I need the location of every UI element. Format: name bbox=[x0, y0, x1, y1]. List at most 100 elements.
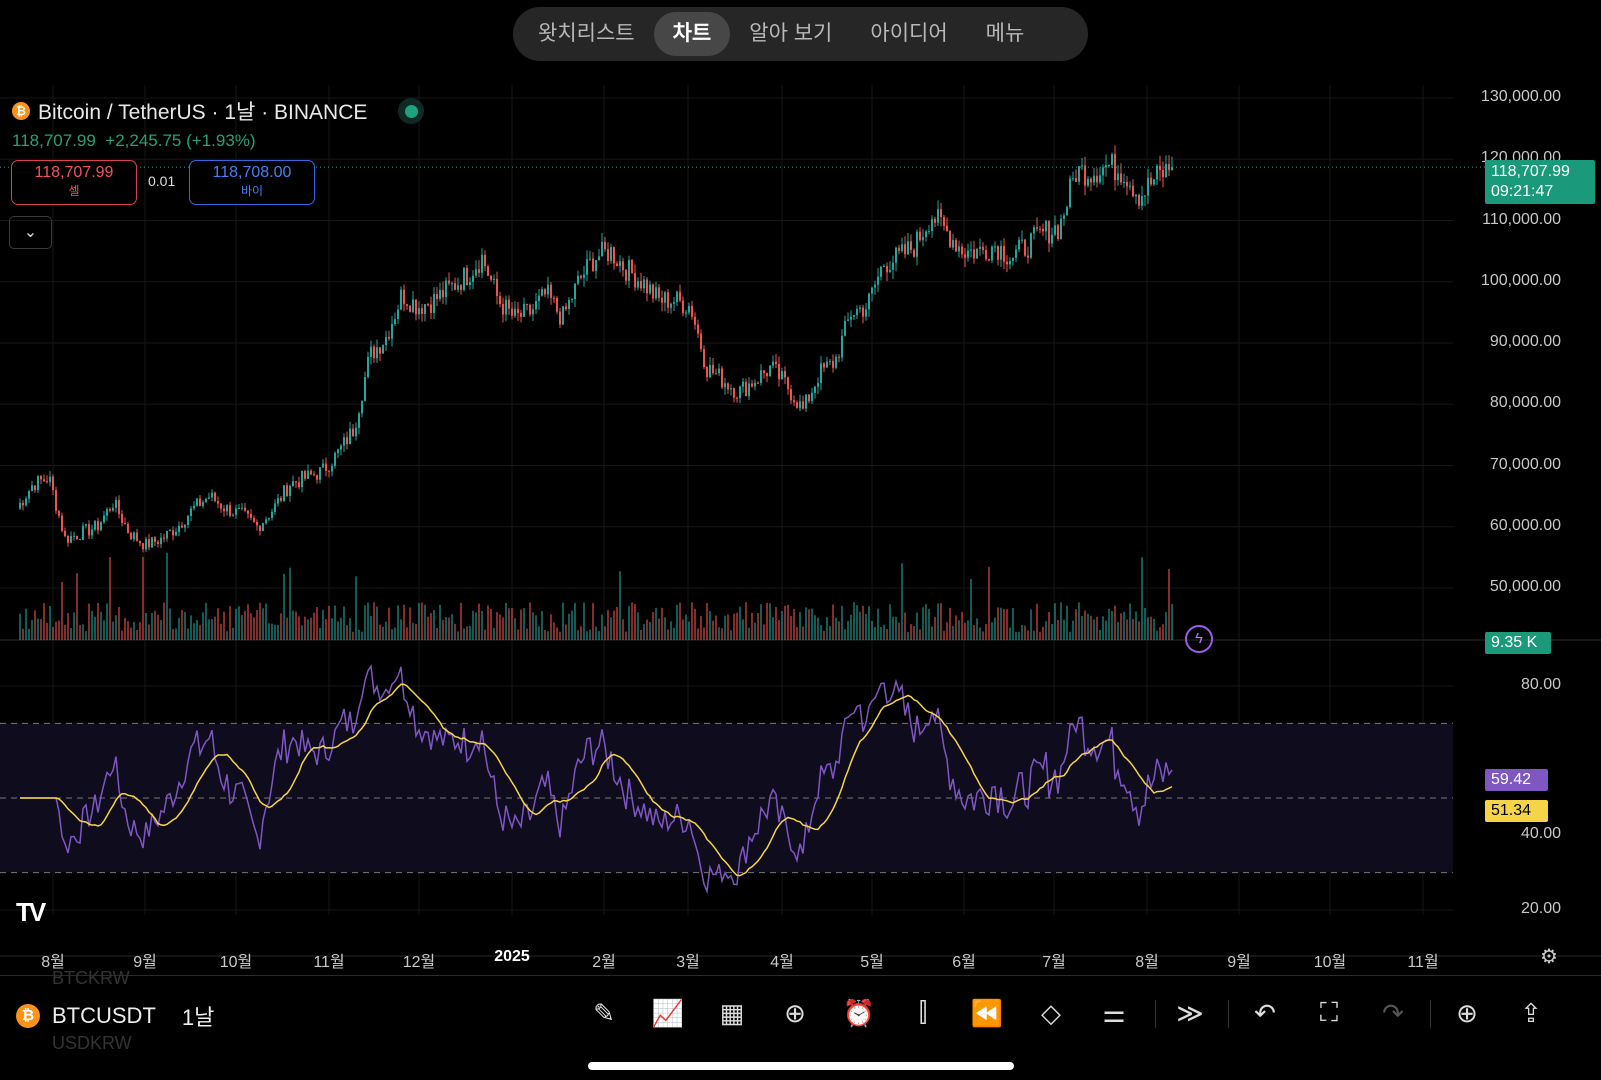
candle-body bbox=[49, 476, 51, 483]
candle-body bbox=[154, 537, 156, 542]
undo-icon[interactable]: ↶ bbox=[1254, 997, 1276, 1028]
candle-body bbox=[406, 304, 408, 306]
time-axis-label: 10월 bbox=[1313, 954, 1347, 971]
volume-bar bbox=[886, 628, 888, 640]
candle-body bbox=[1033, 227, 1035, 234]
nav-tab[interactable]: 메뉴 bbox=[985, 22, 1025, 45]
price-axis-label: 60,000.00 bbox=[1489, 516, 1561, 534]
volume-bar bbox=[418, 603, 420, 640]
volume-bar bbox=[1003, 608, 1005, 640]
candle-body bbox=[304, 471, 306, 479]
candle-body bbox=[700, 333, 702, 350]
volume-bar bbox=[1126, 619, 1128, 640]
candle-body bbox=[109, 509, 111, 511]
volume-bar bbox=[745, 602, 747, 640]
candle-body bbox=[151, 537, 153, 548]
candle-body bbox=[958, 246, 960, 252]
volume-bar bbox=[937, 603, 939, 640]
symbol-selector[interactable]: ₿ BTCUSDT 1날 bbox=[16, 1000, 214, 1032]
candle-body bbox=[112, 507, 114, 511]
volume-bar bbox=[52, 626, 54, 640]
volume-bar bbox=[559, 631, 561, 640]
candle-body bbox=[85, 524, 87, 526]
candle-body bbox=[316, 475, 318, 480]
volume-bar bbox=[145, 613, 147, 640]
candle-body bbox=[484, 254, 486, 267]
fullscreen-icon[interactable]: ⛶ bbox=[1319, 997, 1339, 1027]
candle-body bbox=[904, 244, 906, 255]
redo-icon[interactable]: ↷ bbox=[1382, 997, 1404, 1028]
nav-tab[interactable]: 차트 bbox=[653, 12, 731, 56]
settings-sliders-icon[interactable]: ⚌ bbox=[1102, 997, 1126, 1028]
trade-icon[interactable]: ≫ bbox=[1176, 997, 1204, 1028]
volume-bar bbox=[991, 622, 993, 640]
volume-bar bbox=[529, 602, 531, 640]
candle-body bbox=[730, 388, 732, 390]
volume-bar bbox=[502, 617, 504, 640]
volume-bar bbox=[481, 611, 483, 640]
volume-bar bbox=[685, 614, 687, 640]
candle-body bbox=[157, 541, 159, 545]
candles-icon[interactable]: ⫿ bbox=[918, 997, 928, 1027]
chevron-down-icon[interactable]: ⌄ bbox=[9, 216, 52, 249]
candle-body bbox=[562, 306, 564, 325]
candle-body bbox=[223, 508, 225, 512]
volume-bar bbox=[199, 625, 201, 640]
nav-tab[interactable]: 아이디어 bbox=[870, 22, 948, 45]
candle-body bbox=[1069, 178, 1071, 208]
candle-body bbox=[721, 368, 723, 388]
volume-bar bbox=[664, 617, 666, 640]
buy-button[interactable]: 118,708.00 바이 bbox=[189, 160, 315, 205]
replay-icon[interactable]: ⏪ bbox=[970, 997, 1004, 1028]
rsi-tag: 59.42 bbox=[1485, 769, 1548, 791]
candle-body bbox=[334, 452, 336, 466]
next-symbol[interactable]: USDKRW bbox=[52, 1033, 132, 1053]
volume-bar bbox=[1045, 621, 1047, 640]
candle-body bbox=[955, 240, 957, 252]
volume-bar bbox=[613, 610, 615, 640]
candle-body bbox=[1105, 165, 1107, 168]
candle-body bbox=[262, 523, 264, 532]
candle-body bbox=[355, 427, 357, 437]
pencil-icon[interactable]: ✎ bbox=[593, 997, 615, 1028]
settings-gear-icon[interactable]: ⚙ bbox=[1540, 946, 1558, 968]
prev-symbol[interactable]: BTCKRW bbox=[52, 968, 130, 988]
volume-bar bbox=[676, 604, 678, 640]
sell-button[interactable]: 118,707.99 셀 bbox=[11, 160, 137, 205]
interval-selector[interactable]: 1날 bbox=[181, 1005, 215, 1030]
volume-bar bbox=[88, 603, 90, 640]
candle-body bbox=[136, 532, 138, 541]
volume-bar bbox=[130, 627, 132, 640]
candle-body bbox=[1012, 257, 1014, 262]
volume-bar bbox=[391, 629, 393, 640]
grid-icon[interactable]: ▦ bbox=[719, 997, 745, 1028]
volume-bar bbox=[109, 557, 111, 640]
add-idea-icon[interactable]: ⊕ bbox=[1456, 997, 1478, 1028]
nav-tab[interactable]: 알아 보기 bbox=[749, 22, 833, 45]
volume-bar bbox=[535, 615, 537, 640]
symbol-header[interactable]: ₿ Bitcoin / TetherUS · 1날 · BINANCE bbox=[12, 96, 367, 126]
share-icon[interactable]: ⇪ bbox=[1520, 997, 1542, 1028]
volume-bar bbox=[43, 603, 45, 640]
indicators-icon[interactable]: 📈 bbox=[651, 997, 685, 1028]
candle-body bbox=[838, 356, 840, 358]
volume-bar bbox=[931, 626, 933, 640]
candle-body bbox=[1009, 261, 1011, 265]
lightning-icon[interactable]: ϟ bbox=[1185, 625, 1213, 653]
layers-icon[interactable]: ◇ bbox=[1041, 997, 1061, 1028]
nav-tab[interactable]: 왓치리스트 bbox=[538, 22, 635, 45]
volume-bar bbox=[1036, 603, 1038, 640]
volume-bar bbox=[916, 612, 918, 640]
add-icon[interactable]: ⊕ bbox=[784, 997, 806, 1028]
chart-canvas[interactable] bbox=[0, 0, 1601, 960]
alarm-icon[interactable]: ⏰ bbox=[842, 997, 876, 1028]
volume-bar bbox=[472, 610, 474, 640]
candle-body bbox=[28, 490, 30, 499]
candle-body bbox=[409, 305, 411, 312]
candle-body bbox=[481, 254, 483, 273]
candle-body bbox=[658, 287, 660, 298]
volume-bar bbox=[1054, 603, 1056, 640]
volume-bar bbox=[598, 631, 600, 640]
volume-bar bbox=[403, 604, 405, 640]
sell-price: 118,707.99 bbox=[34, 164, 114, 181]
